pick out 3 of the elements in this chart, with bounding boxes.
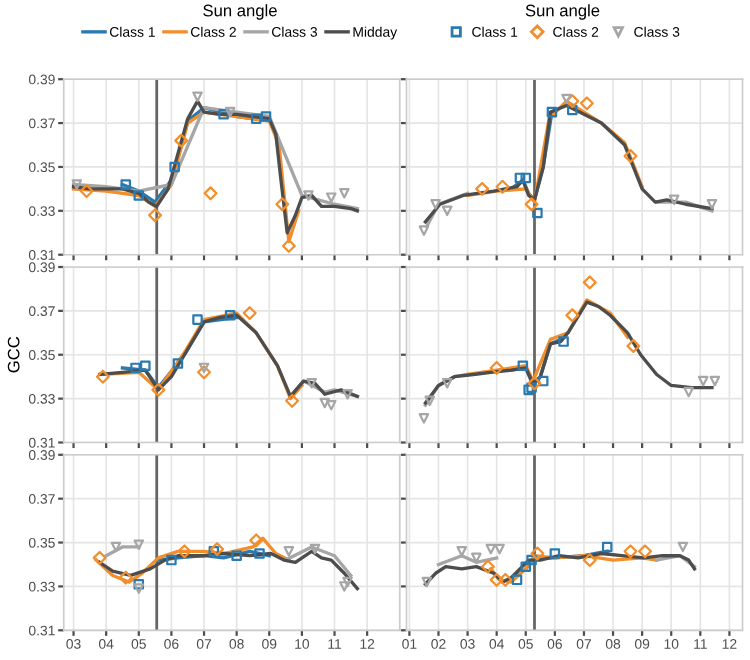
text: Sun angle <box>525 4 600 20</box>
y-axis-title: GCC <box>7 336 20 373</box>
legend-title: Sun angle <box>203 4 277 20</box>
